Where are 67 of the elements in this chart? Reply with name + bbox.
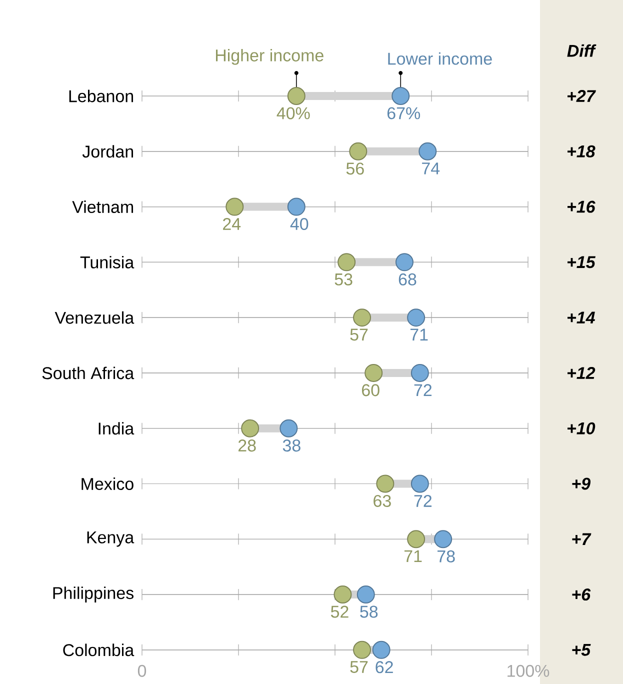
data-label: 57 bbox=[350, 328, 368, 341]
data-label: 58 bbox=[360, 606, 378, 618]
data-label: 53 bbox=[334, 273, 352, 286]
x-tick-label: 100% bbox=[508, 664, 550, 677]
point bbox=[376, 474, 394, 493]
point bbox=[418, 142, 437, 160]
text: +27 bbox=[568, 90, 596, 102]
text: +7 bbox=[572, 533, 592, 545]
series-label: Lower income bbox=[388, 52, 492, 65]
y-tick-label: Jordan bbox=[82, 145, 134, 158]
point bbox=[349, 142, 368, 160]
point bbox=[410, 364, 429, 382]
data-label: 67% bbox=[387, 107, 420, 120]
y-tick-label: Kenya bbox=[87, 532, 134, 547]
point bbox=[407, 530, 426, 548]
data-label: 57 bbox=[350, 661, 368, 673]
point bbox=[280, 419, 298, 438]
text: +5 bbox=[572, 644, 591, 656]
point bbox=[287, 87, 306, 105]
point bbox=[410, 474, 429, 493]
data-label: 78 bbox=[438, 550, 455, 562]
data-label: 28 bbox=[238, 440, 256, 452]
data-label: 74 bbox=[422, 162, 440, 174]
point bbox=[392, 87, 410, 105]
y-tick-label: Mexico bbox=[82, 478, 134, 490]
data-label: 62 bbox=[376, 661, 393, 674]
y-tick-label: Colombia bbox=[63, 644, 134, 656]
point bbox=[226, 198, 244, 216]
data-label: 56 bbox=[346, 162, 364, 175]
data-label: 52 bbox=[330, 606, 348, 618]
y-tick-label: Philippines bbox=[53, 586, 134, 602]
point bbox=[434, 530, 452, 548]
text: +9 bbox=[572, 478, 591, 490]
y-tick-label: Tunisia bbox=[80, 256, 134, 268]
y-tick-label: South Africa bbox=[42, 366, 134, 380]
text: +10 bbox=[568, 422, 596, 434]
data-label: 71 bbox=[404, 550, 422, 562]
data-label: 72 bbox=[414, 384, 432, 396]
data-label: 63 bbox=[374, 494, 391, 507]
data-label: 72 bbox=[414, 494, 432, 507]
data-label: 40% bbox=[276, 107, 310, 120]
point bbox=[353, 308, 372, 327]
point bbox=[407, 308, 426, 327]
x-tick-label: 0 bbox=[138, 664, 146, 677]
text: +12 bbox=[568, 367, 596, 379]
text: +6 bbox=[572, 588, 591, 601]
data-label: 60 bbox=[362, 384, 380, 396]
data-label: 68 bbox=[398, 273, 416, 286]
text: +15 bbox=[568, 256, 596, 268]
point bbox=[338, 253, 356, 272]
text: +14 bbox=[568, 312, 596, 324]
text: Diff bbox=[567, 44, 596, 57]
point bbox=[287, 198, 306, 216]
data-label: 38 bbox=[282, 440, 300, 452]
point bbox=[364, 364, 383, 382]
point bbox=[395, 253, 414, 272]
data-label: 24 bbox=[223, 218, 241, 230]
y-tick-label: Vietnam bbox=[72, 200, 134, 214]
text: +16 bbox=[568, 200, 596, 213]
data-label: 71 bbox=[410, 328, 428, 340]
data-label: 40 bbox=[290, 218, 308, 230]
y-tick-label: Lebanon bbox=[69, 90, 134, 102]
y-tick-label: Venezuela bbox=[54, 311, 134, 324]
series-label: Higher income bbox=[216, 48, 324, 65]
text: +18 bbox=[568, 145, 596, 158]
point bbox=[241, 419, 260, 438]
y-tick-label: India bbox=[98, 422, 134, 435]
